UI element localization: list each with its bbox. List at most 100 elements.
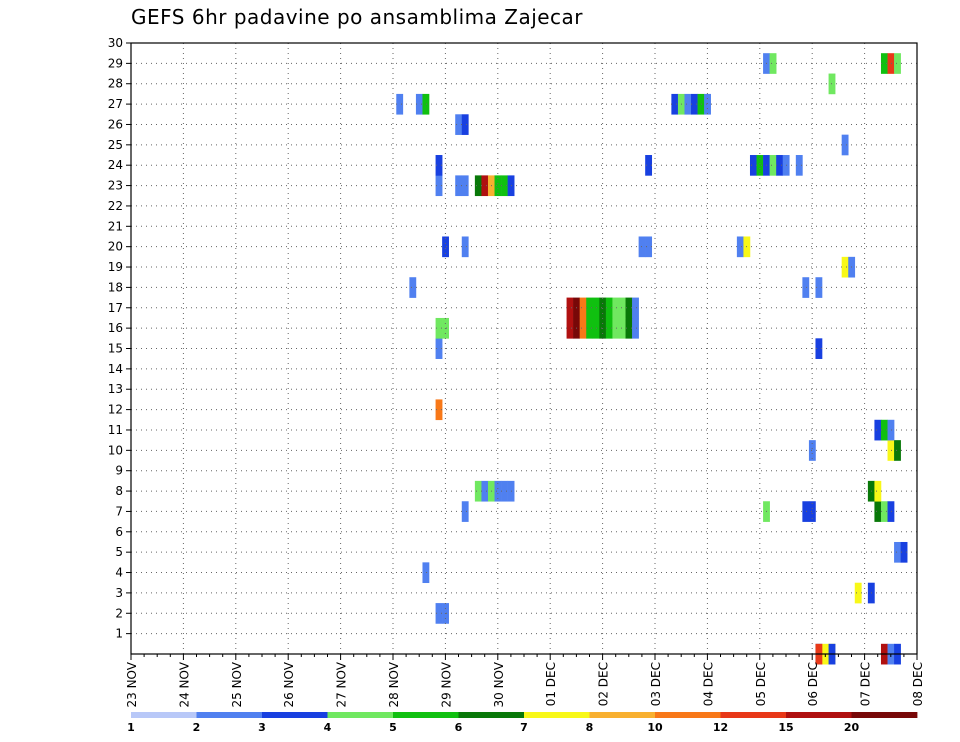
- y-tick-label: 20: [108, 240, 123, 254]
- data-cell: [474, 480, 482, 502]
- data-cell: [461, 175, 469, 197]
- x-tick-label: 25 NOV: [230, 661, 244, 707]
- data-cell: [645, 155, 653, 176]
- y-tick-label: 4: [115, 566, 123, 580]
- legend-label: 20: [844, 721, 860, 734]
- legend-label: 15: [778, 721, 793, 734]
- data-cell: [894, 541, 901, 563]
- data-cell: [586, 297, 594, 319]
- data-cell: [494, 480, 502, 502]
- data-cell: [645, 236, 653, 258]
- data-cell: [579, 297, 587, 319]
- y-tick-label: 12: [108, 403, 123, 417]
- x-tick-label: 04 DEC: [701, 662, 715, 706]
- y-tick-label: 24: [108, 158, 123, 172]
- legend-swatch: [786, 712, 852, 718]
- color-legend: 1 2 3 4 5 6 7 8 10 12 15 20: [127, 712, 918, 734]
- legend-label: 1: [127, 721, 135, 734]
- x-tick-label: 27 NOV: [335, 661, 349, 707]
- legend-label: 4: [324, 721, 332, 734]
- data-cell: [618, 297, 626, 319]
- y-tick-label: 23: [108, 179, 123, 193]
- legend-swatch: [393, 712, 459, 718]
- data-cell: [455, 114, 463, 135]
- data-cell: [612, 297, 620, 319]
- data-cell: [605, 297, 613, 319]
- y-tick-label: 1: [115, 627, 123, 641]
- data-cell: [435, 155, 443, 176]
- x-tick-label: 06 DEC: [806, 662, 820, 706]
- data-cell: [435, 399, 443, 421]
- data-cell: [887, 501, 895, 522]
- data-cell: [887, 419, 895, 441]
- data-cell: [501, 480, 508, 502]
- y-tick-label: 28: [108, 77, 123, 91]
- data-cell: [618, 317, 626, 339]
- x-tick-label: 23 NOV: [125, 661, 139, 707]
- data-cell: [599, 297, 607, 319]
- y-tick-label: 30: [108, 36, 123, 50]
- x-tick-label: 08 DEC: [911, 662, 925, 706]
- data-cell: [802, 277, 810, 298]
- y-tick-label: 5: [115, 545, 123, 559]
- data-cell: [704, 93, 711, 115]
- x-tick-label: 28 NOV: [387, 661, 401, 707]
- data-cell: [422, 93, 430, 115]
- legend-label: 10: [647, 721, 663, 734]
- y-tick-label: 29: [108, 56, 123, 70]
- legend-label: 6: [455, 721, 463, 734]
- y-tick-label: 2: [115, 606, 123, 620]
- y-tick-label: 13: [108, 382, 123, 396]
- data-cell: [749, 155, 757, 176]
- data-cell: [566, 297, 574, 319]
- y-tick-label: 16: [108, 321, 123, 335]
- data-cell: [435, 338, 443, 359]
- y-tick-label: 17: [108, 301, 123, 315]
- x-tick-label: 03 DEC: [649, 662, 663, 706]
- data-cell: [894, 53, 901, 74]
- y-tick-label: 8: [115, 484, 123, 498]
- data-cell: [566, 317, 574, 339]
- data-cell: [854, 582, 862, 604]
- legend-swatch: [196, 712, 263, 718]
- data-cell: [894, 440, 901, 461]
- legend-swatch: [589, 712, 656, 718]
- y-tick-label: 26: [108, 117, 123, 131]
- data-cell: [586, 317, 594, 339]
- data-cell: [415, 93, 423, 115]
- x-tick-label: 07 DEC: [859, 662, 873, 706]
- legend-label: 12: [713, 721, 728, 734]
- y-tick-label: 7: [115, 504, 123, 518]
- legend-label: 8: [586, 721, 594, 734]
- x-tick-label: 24 NOV: [177, 661, 191, 707]
- legend-swatch: [131, 712, 197, 718]
- x-tick-label: 29 NOV: [439, 661, 453, 707]
- legend-swatch: [262, 712, 328, 718]
- data-cell: [874, 419, 882, 441]
- x-tick-label: 01 DEC: [544, 662, 558, 706]
- data-cell: [874, 480, 882, 502]
- y-tick-label: 6: [115, 525, 123, 539]
- y-tick-label: 11: [108, 423, 123, 437]
- y-tick-label: 3: [115, 586, 123, 600]
- x-tick-label: 02 DEC: [597, 662, 611, 706]
- y-tick-label: 19: [108, 260, 123, 274]
- chart-title: GEFS 6hr padavine po ansamblima Zajecar: [131, 5, 584, 29]
- data-cell: [671, 93, 679, 115]
- data-cell: [501, 175, 508, 197]
- data-cell: [880, 53, 888, 74]
- legend-swatch: [720, 712, 787, 718]
- data-cell: [461, 501, 469, 522]
- x-tick-label: 05 DEC: [754, 662, 768, 706]
- data-cell: [841, 256, 849, 278]
- data-cell: [776, 155, 784, 176]
- data-cell: [887, 53, 895, 74]
- data-cell: [632, 297, 639, 319]
- data-cell: [481, 175, 489, 197]
- y-tick-label: 10: [108, 443, 123, 457]
- legend-label: 5: [389, 721, 397, 734]
- data-cell: [481, 480, 489, 502]
- x-tick-label: 30 NOV: [492, 661, 506, 707]
- data-cell: [874, 501, 882, 522]
